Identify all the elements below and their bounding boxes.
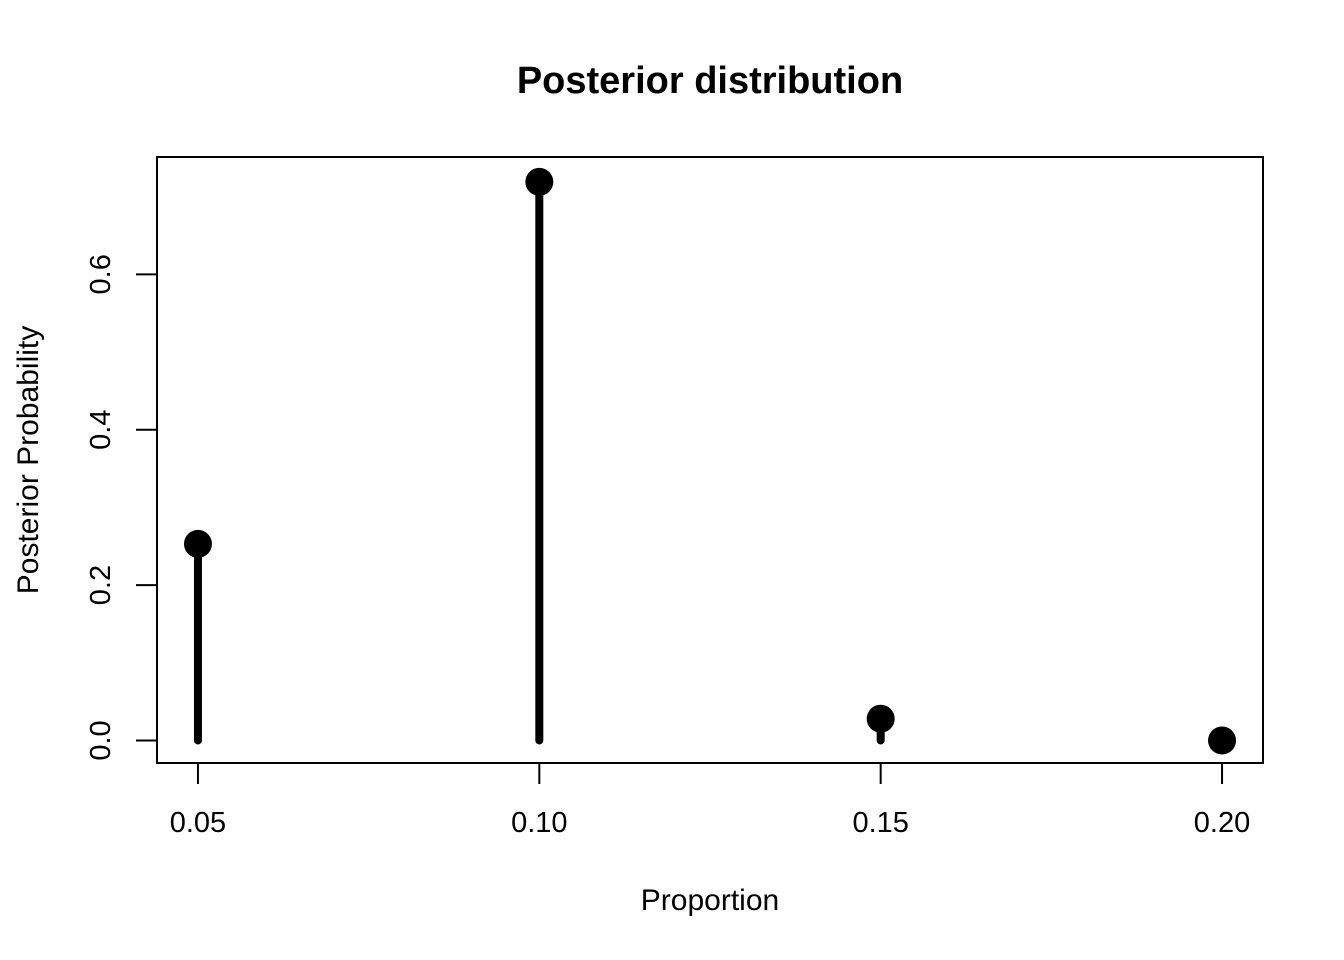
data-point (866, 704, 895, 733)
x-tick-label: 0.20 (1194, 807, 1250, 839)
points (183, 167, 1237, 755)
x-tick-label: 0.15 (852, 807, 908, 839)
x-axis: 0.05 0.10 0.15 0.20 (170, 762, 1250, 839)
y-tick-label: 0.4 (85, 410, 117, 450)
y-tick-label: 0.0 (85, 720, 117, 760)
data-point (525, 167, 554, 196)
x-tick-label: 0.05 (170, 807, 226, 839)
data-point (183, 529, 212, 558)
x-axis-label: Proportion (641, 884, 779, 917)
y-axis-label: Posterior Probability (12, 326, 45, 594)
chart-title: Posterior distribution (517, 60, 903, 102)
x-tick-label: 0.10 (511, 807, 567, 839)
y-tick-label: 0.6 (85, 254, 117, 294)
y-axis: 0.0 0.2 0.4 0.6 (85, 254, 158, 761)
stems (193, 177, 885, 745)
y-tick-label: 0.2 (85, 565, 117, 605)
data-point (1208, 726, 1237, 755)
plot-frame (156, 156, 1264, 764)
